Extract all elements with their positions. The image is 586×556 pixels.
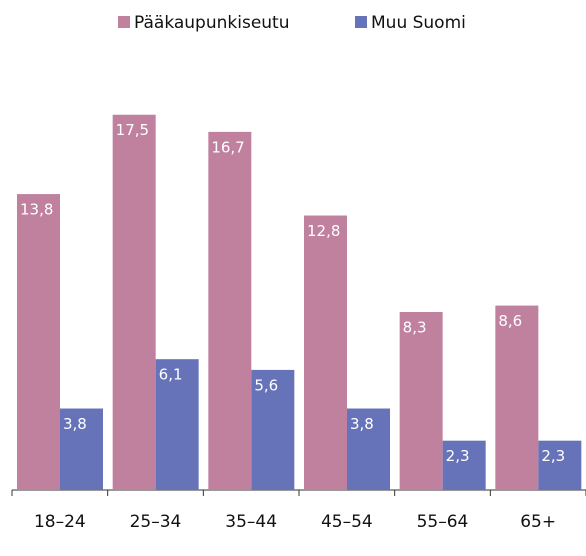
legend-swatch <box>118 16 130 28</box>
data-label: 5,6 <box>254 376 278 394</box>
bar <box>538 440 582 490</box>
x-tick-label: 55–64 <box>417 512 469 532</box>
legend-label: Pääkaupunkiseutu <box>134 13 290 33</box>
bar <box>304 215 347 490</box>
data-label: 2,3 <box>446 447 470 465</box>
data-label: 17,5 <box>116 121 149 139</box>
bar <box>495 305 539 490</box>
data-label: 12,8 <box>307 222 340 240</box>
bar <box>208 131 252 490</box>
x-tick-label: 18–24 <box>34 512 86 532</box>
bar <box>60 408 103 490</box>
data-label: 3,8 <box>63 415 87 433</box>
data-label: 13,8 <box>20 201 53 219</box>
data-label: 8,6 <box>498 312 522 330</box>
bar <box>347 408 390 490</box>
data-label: 16,7 <box>211 138 244 156</box>
bar <box>251 369 295 490</box>
data-label: 2,3 <box>541 447 565 465</box>
bar <box>442 440 486 490</box>
bar <box>17 194 60 491</box>
x-tick-label: 25–34 <box>130 512 182 532</box>
legend-swatch <box>355 16 367 28</box>
x-tick-label: 45–54 <box>321 512 373 532</box>
bar <box>399 312 443 490</box>
data-label: 8,3 <box>403 319 427 337</box>
data-label: 3,8 <box>350 415 374 433</box>
x-tick-label: 65+ <box>520 512 556 532</box>
data-label: 6,1 <box>159 366 183 384</box>
bar <box>112 114 156 490</box>
legend-label: Muu Suomi <box>371 13 466 33</box>
bar <box>155 359 199 490</box>
x-tick-label: 35–44 <box>225 512 277 532</box>
